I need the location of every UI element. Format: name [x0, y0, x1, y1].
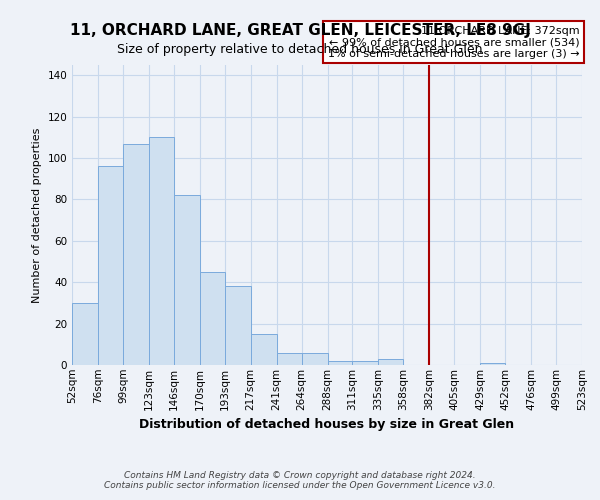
Bar: [174, 196, 200, 365]
Bar: [98, 166, 123, 365]
Bar: [251, 334, 277, 365]
X-axis label: Distribution of detached houses by size in Great Glen: Distribution of detached houses by size …: [139, 418, 515, 431]
Bar: [200, 272, 224, 365]
Text: 11 ORCHARD LANE: 372sqm
← 99% of detached houses are smaller (534)
1% of semi-de: 11 ORCHARD LANE: 372sqm ← 99% of detache…: [328, 26, 580, 59]
Bar: [352, 361, 379, 365]
Bar: [277, 352, 302, 365]
Bar: [149, 138, 174, 365]
Bar: [123, 144, 149, 365]
Text: 11, ORCHARD LANE, GREAT GLEN, LEICESTER, LE8 9GJ: 11, ORCHARD LANE, GREAT GLEN, LEICESTER,…: [70, 22, 530, 38]
Bar: [72, 303, 98, 365]
Text: Contains HM Land Registry data © Crown copyright and database right 2024.
Contai: Contains HM Land Registry data © Crown c…: [104, 470, 496, 490]
Y-axis label: Number of detached properties: Number of detached properties: [32, 128, 42, 302]
Bar: [328, 361, 352, 365]
Bar: [302, 352, 328, 365]
Bar: [480, 363, 505, 365]
Bar: [379, 359, 403, 365]
Text: Size of property relative to detached houses in Great Glen: Size of property relative to detached ho…: [117, 42, 483, 56]
Bar: [224, 286, 251, 365]
